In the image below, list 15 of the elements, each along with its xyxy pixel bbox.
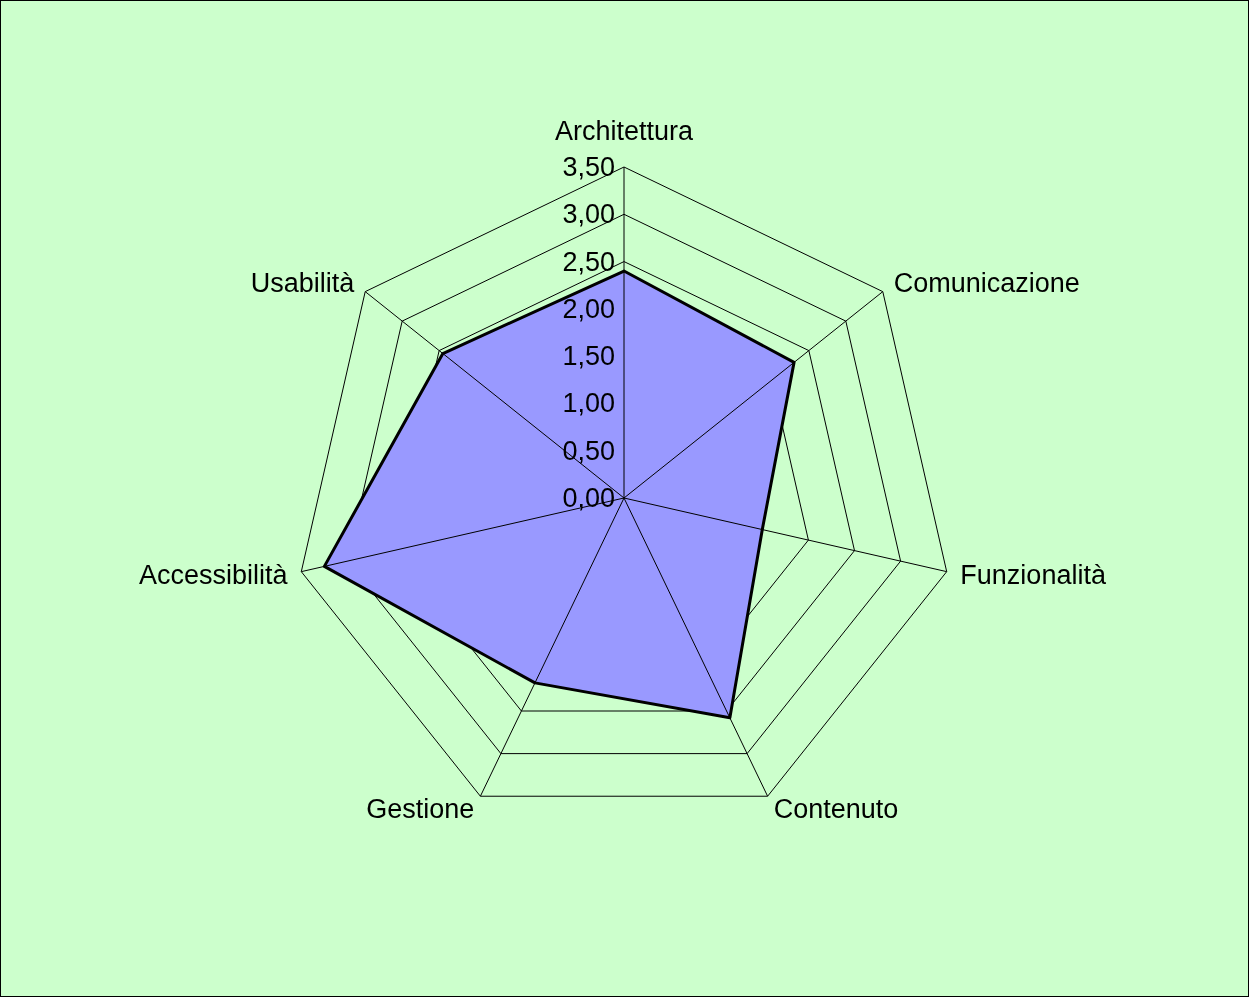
y-tick-label: 3,50 xyxy=(562,152,615,182)
spoke-label: Funzionalità xyxy=(960,559,1107,590)
spoke-label: Accessibilità xyxy=(139,559,289,590)
spoke-label: Comunicazione xyxy=(893,267,1080,298)
y-tick-label: 2,50 xyxy=(562,246,615,277)
y-tick-label: 1,50 xyxy=(562,341,615,372)
y-tick-label: 1,00 xyxy=(562,388,615,419)
spoke-label: Architettura xyxy=(554,116,695,147)
spoke-label: Usabilità xyxy=(250,267,356,298)
y-tick-label: 0,50 xyxy=(562,435,615,466)
y-tick-label: 2,00 xyxy=(562,293,615,324)
spoke-label: Contenuto xyxy=(773,793,899,824)
y-tick-label: 3,00 xyxy=(562,199,615,230)
spoke-label: Gestione xyxy=(366,793,475,824)
y-tick-label: 0,00 xyxy=(562,483,615,513)
